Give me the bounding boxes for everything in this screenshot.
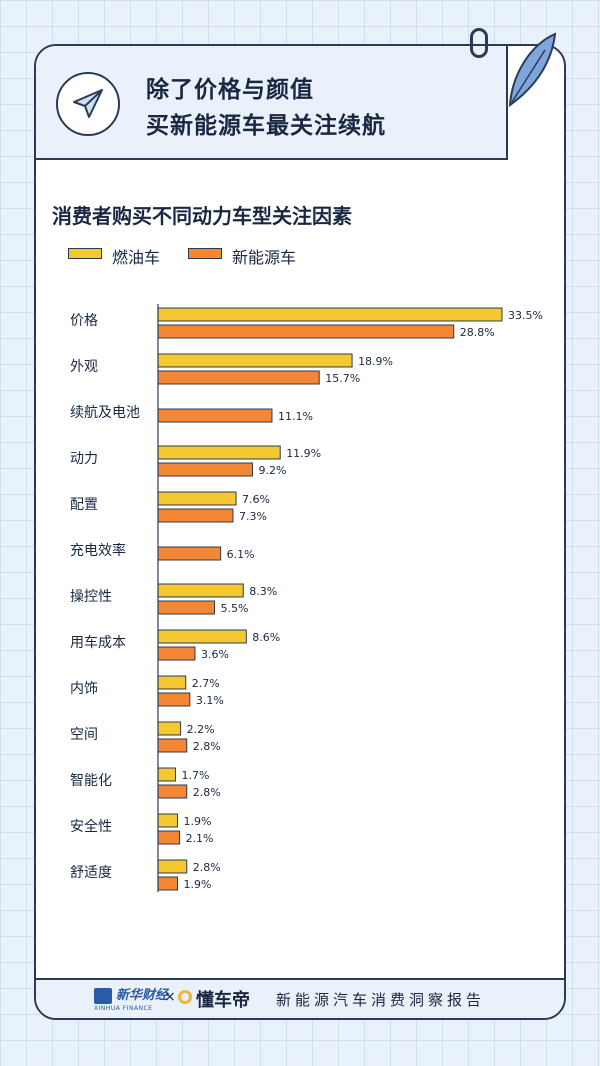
category-label: 动力 — [70, 451, 98, 467]
dongchedi-logo-icon — [178, 990, 192, 1004]
category-label: 充电效率 — [70, 542, 126, 559]
data-label: 15.7% — [325, 372, 360, 385]
xinhua-finance-logo-subtext: XINHUA FINANCE — [94, 1005, 153, 1012]
data-label: 7.6% — [242, 493, 270, 506]
page-title-line1: 除了价格与颜值 — [146, 77, 314, 103]
category-label: 舒适度 — [70, 865, 112, 881]
category-label: 价格 — [70, 313, 98, 329]
bar-nev — [157, 876, 179, 891]
data-label: 3.1% — [196, 694, 224, 707]
category-label: 内饰 — [70, 681, 98, 697]
bar-nev — [157, 692, 191, 707]
category-label: 操控性 — [70, 589, 112, 605]
bar-nev — [157, 546, 222, 561]
paper-plane-badge — [56, 72, 120, 136]
bar-fuel — [157, 859, 188, 874]
legend-label-nev: 新能源车 — [232, 248, 297, 267]
data-label: 9.2% — [258, 464, 286, 477]
bar-fuel — [157, 629, 247, 644]
data-label: 18.9% — [358, 355, 393, 368]
header-band: 除了价格与颜值 买新能源车最关注续航 — [36, 46, 508, 160]
bar-fuel — [157, 767, 176, 782]
collab-times-sign: × — [164, 989, 176, 1005]
data-label: 11.1% — [278, 410, 313, 423]
bar-nev — [157, 370, 320, 385]
category-label: 配置 — [70, 497, 98, 513]
data-label: 2.1% — [186, 832, 214, 845]
xinhua-finance-logo-text: 新华财经 — [116, 988, 169, 1003]
bar-nev — [157, 646, 196, 661]
data-label: 3.6% — [201, 648, 229, 661]
bar-nev — [157, 408, 273, 423]
data-label: 7.3% — [239, 510, 267, 523]
page-title-line2: 买新能源车最关注续航 — [146, 113, 386, 139]
bar-fuel — [157, 307, 503, 322]
category-label: 外观 — [70, 359, 98, 375]
bar-nev — [157, 324, 455, 339]
bar-nev — [157, 508, 234, 523]
bar-fuel — [157, 813, 179, 828]
footer-band: 新华财经 XINHUA FINANCE × 懂车帝 新能源汽车消费洞察报告 — [36, 978, 564, 1018]
data-label: 8.6% — [252, 631, 280, 644]
legend-swatch-nev — [188, 248, 222, 259]
chart-title: 消费者购买不同动力车型关注因素 — [52, 204, 352, 228]
bar-fuel — [157, 675, 187, 690]
dongchedi-logo-text: 懂车帝 — [196, 990, 250, 1011]
category-label: 空间 — [70, 727, 98, 743]
bar-fuel — [157, 445, 281, 460]
data-label: 2.8% — [193, 740, 221, 753]
data-label: 1.9% — [184, 878, 212, 891]
data-label: 2.8% — [193, 861, 221, 874]
legend-swatch-fuel — [68, 248, 102, 259]
paper-clip-icon — [470, 28, 488, 58]
bar-fuel — [157, 353, 353, 368]
bar-nev — [157, 830, 181, 845]
data-label: 33.5% — [508, 309, 543, 322]
xinhua-finance-logo-icon — [94, 988, 112, 1004]
bar-nev — [157, 600, 215, 615]
data-label: 1.7% — [181, 769, 209, 782]
bar-nev — [157, 738, 188, 753]
report-title: 新能源汽车消费洞察报告 — [276, 991, 486, 1009]
bar-fuel — [157, 583, 244, 598]
data-label: 2.7% — [192, 677, 220, 690]
bar-nev — [157, 784, 188, 799]
data-label: 1.9% — [184, 815, 212, 828]
category-label: 用车成本 — [70, 634, 126, 651]
data-label: 2.2% — [187, 723, 215, 736]
report-card: 除了价格与颜值 买新能源车最关注续航 新华财经 XINHUA FINANCE ×… — [34, 44, 566, 1020]
bar-fuel — [157, 491, 237, 506]
feather-decoration-icon — [508, 32, 557, 108]
data-label: 28.8% — [460, 326, 495, 339]
bar-fuel — [157, 721, 182, 736]
paper-plane-icon — [73, 89, 103, 118]
bar-nev — [157, 462, 253, 477]
category-label: 智能化 — [70, 773, 112, 789]
data-label: 8.3% — [249, 585, 277, 598]
category-label: 安全性 — [70, 818, 112, 835]
category-label: 续航及电池 — [70, 404, 140, 421]
legend-label-fuel: 燃油车 — [112, 248, 161, 267]
data-label: 11.9% — [286, 447, 321, 460]
data-label: 5.5% — [220, 602, 248, 615]
data-label: 2.8% — [193, 786, 221, 799]
data-label: 6.1% — [227, 548, 255, 561]
